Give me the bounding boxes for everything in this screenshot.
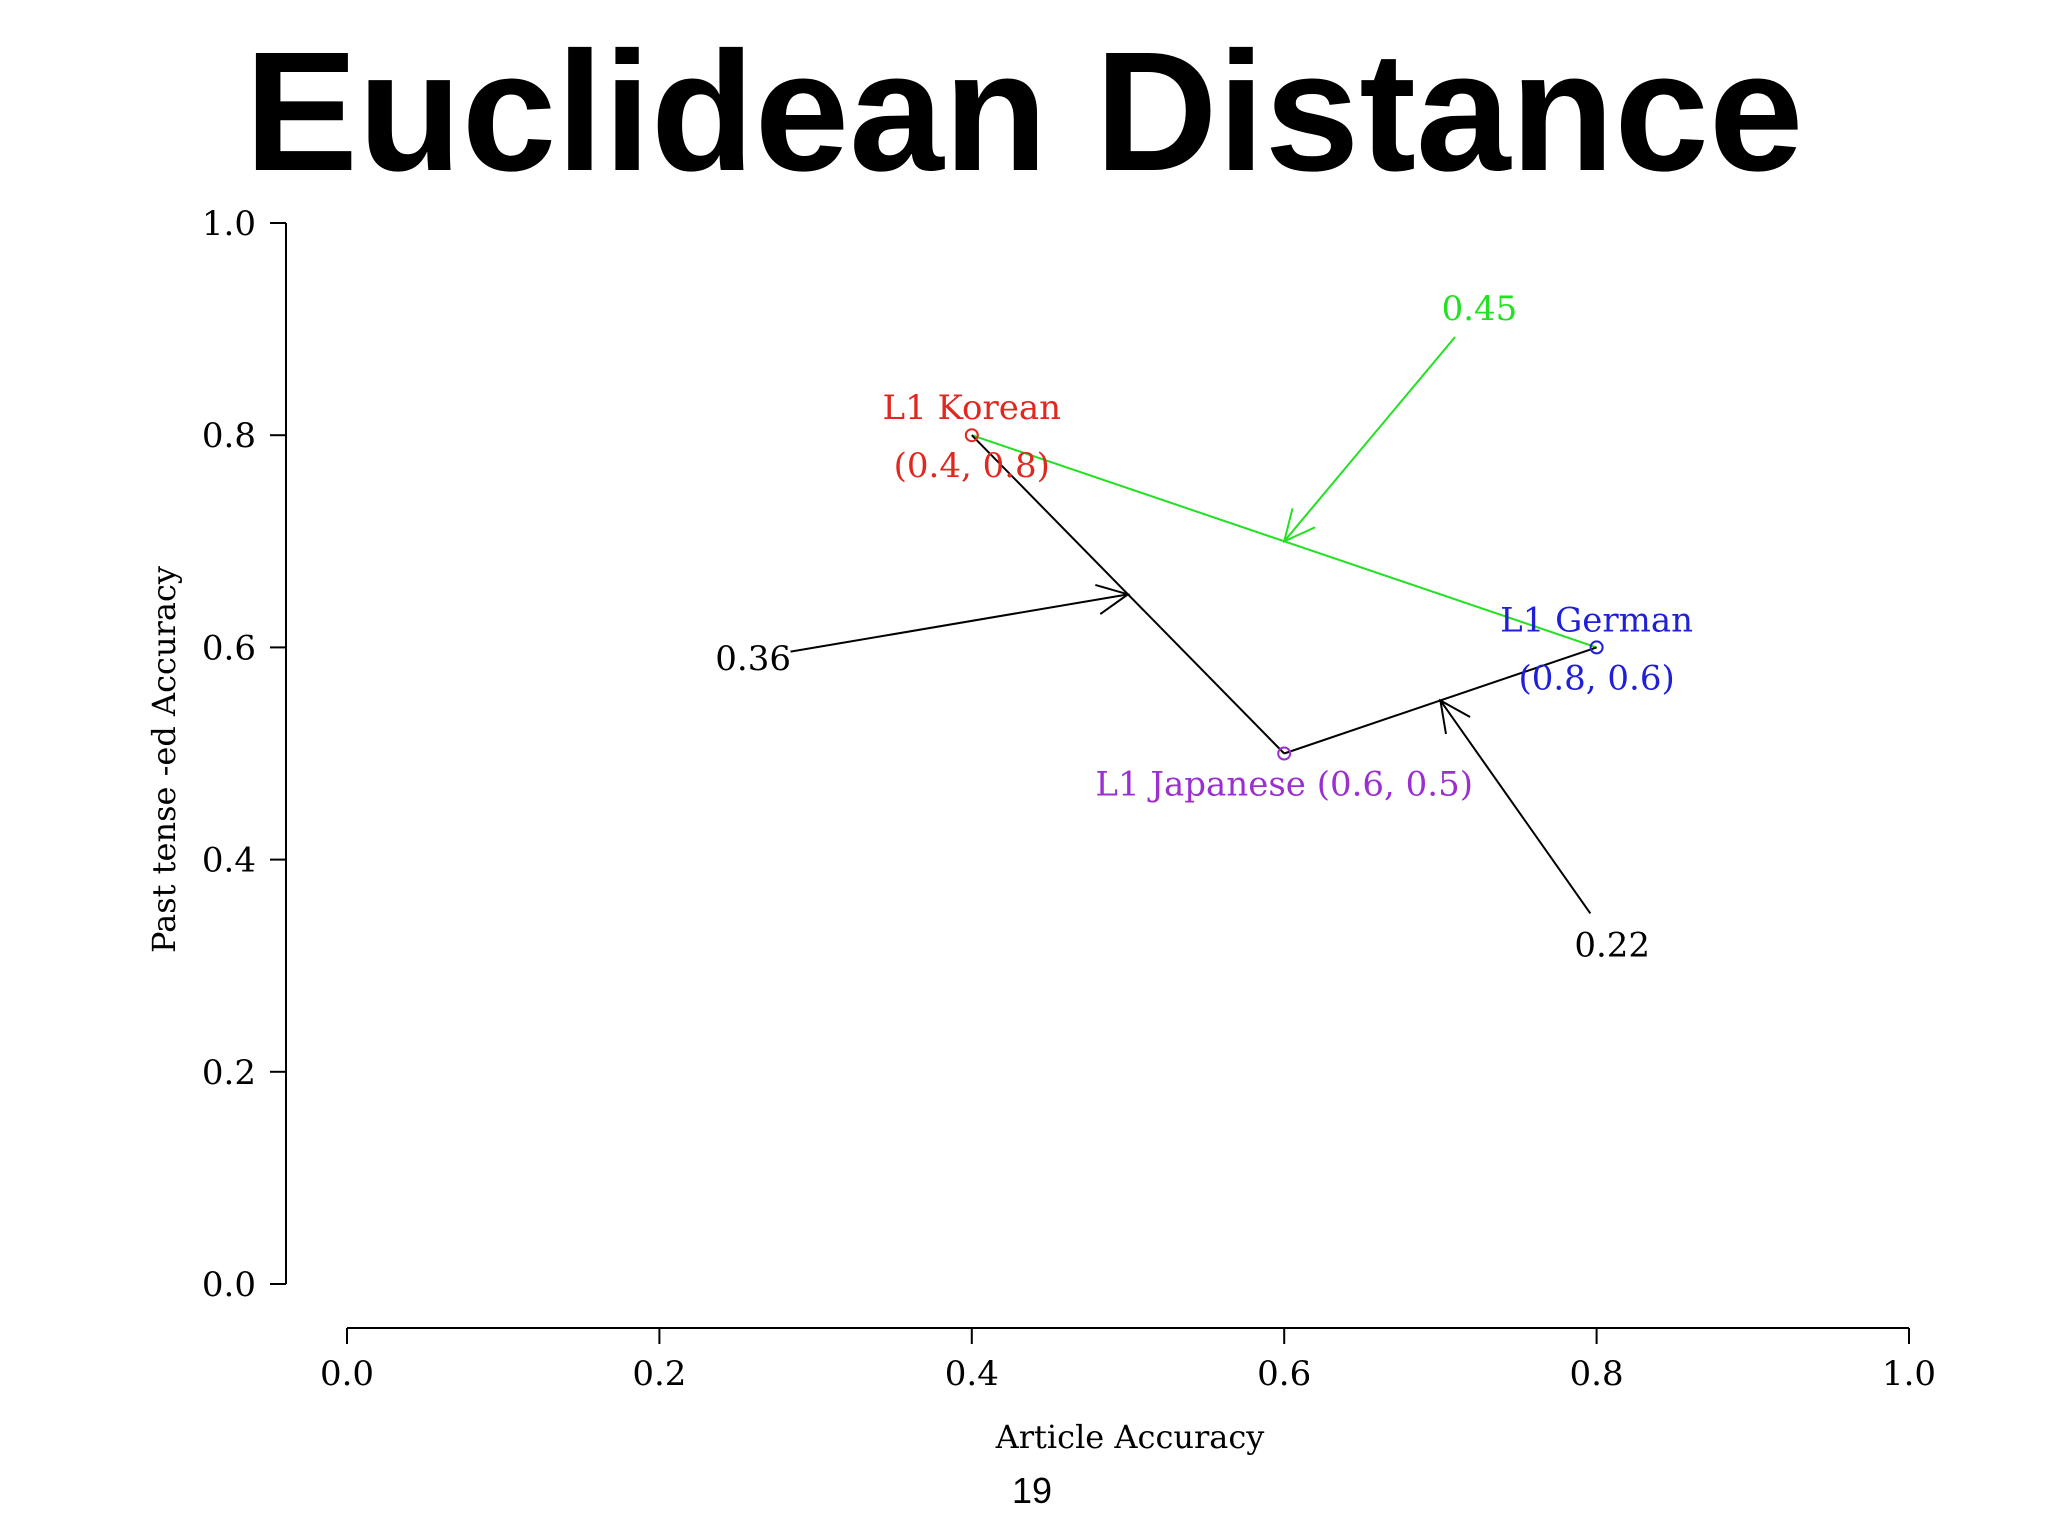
point-label-german: L1 German [1500, 600, 1693, 640]
data-points [964, 428, 1604, 761]
x-tick-label: 1.0 [1882, 1354, 1936, 1394]
distance-arrow-japanese-german [1439, 699, 1592, 914]
y-tick-label: 0.4 [202, 841, 256, 881]
arrow-head-japanese-german [1439, 698, 1471, 735]
chart-labels: 0.45 0.36 0.22 L1 Korean (0.4, 0.8) L1 German… [715, 289, 1693, 966]
distance-label-korean-german: 0.45 [1442, 289, 1518, 329]
y-tick-label: 0.8 [202, 416, 256, 456]
distance-segments [790, 336, 1597, 914]
y-tick-label: 0.6 [202, 628, 256, 668]
distance-label-japanese-german: 0.22 [1574, 925, 1650, 965]
x-axis-label: Article Accuracy [995, 1418, 1265, 1456]
x-tick-label: 0.4 [945, 1354, 999, 1394]
arrow-head-korean-japanese [1095, 583, 1131, 615]
point-german [1589, 640, 1604, 655]
point-coord-german: (0.8, 0.6) [1518, 658, 1674, 698]
x-tick-label: 0.8 [1570, 1354, 1624, 1394]
y-tick-label: 1.0 [202, 204, 256, 244]
y-tick-label: 0.0 [202, 1265, 256, 1305]
point-coord-korean: (0.4, 0.8) [894, 446, 1050, 486]
point-label-korean: L1 Korean [883, 388, 1062, 428]
y-tick-label: 0.2 [202, 1053, 256, 1093]
axes: 0.0 0.2 0.4 0.6 0.8 1.0 Article Accuracy 0.0 0.2… [145, 204, 1936, 1456]
distance-label-korean-japanese: 0.36 [715, 639, 791, 679]
slide-title: Euclidean Distance [244, 17, 1804, 207]
y-axis-label: Past tense -ed Accuracy [145, 566, 183, 953]
euclidean-distance-chart: 0.0 0.2 0.4 0.6 0.8 1.0 Article Accuracy 0.0 0.2… [145, 204, 1936, 1456]
arrow-head-korean-german [1282, 508, 1316, 544]
distance-arrow-korean-german [1283, 336, 1456, 542]
x-tick-label: 0.6 [1257, 1354, 1311, 1394]
point-label-japanese: L1 Japanese (0.6, 0.5) [1095, 765, 1473, 805]
point-japanese [1277, 746, 1292, 761]
point-korean [964, 428, 979, 443]
x-tick-label: 0.0 [320, 1354, 374, 1394]
x-tick-label: 0.2 [632, 1354, 686, 1394]
distance-arrow-korean-japanese [790, 593, 1129, 653]
page-number: 19 [1011, 1470, 1053, 1511]
